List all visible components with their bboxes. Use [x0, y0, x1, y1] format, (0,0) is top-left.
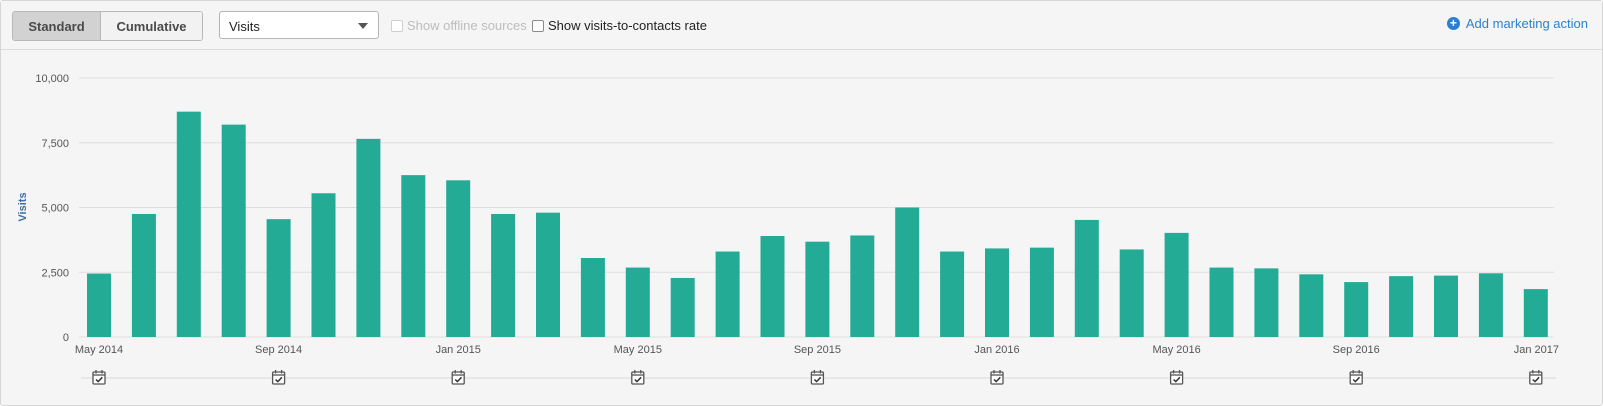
offline-checkbox-box[interactable]: [391, 19, 403, 32]
bar: [670, 277, 695, 337]
bar: [536, 212, 560, 337]
bar: [1389, 276, 1414, 337]
bar: [715, 251, 740, 337]
add-marketing-action-link[interactable]: + Add marketing action: [1446, 16, 1588, 31]
bar: [1029, 247, 1054, 337]
bar: [940, 251, 965, 337]
bar: [311, 193, 336, 337]
cumulative-toggle-button[interactable]: Cumulative: [101, 12, 202, 40]
bar: [221, 124, 246, 338]
bar: [1254, 268, 1279, 337]
calendar-check-icon[interactable]: [990, 370, 1004, 385]
x-tick-label: Sep 2016: [1333, 344, 1380, 356]
x-tick-label: May 2016: [1152, 344, 1200, 356]
metric-select-value: Visits: [229, 19, 260, 34]
bar: [401, 175, 426, 337]
bar: [131, 213, 156, 337]
x-tick-label: Jan 2017: [1514, 344, 1559, 356]
x-tick-label: Jan 2016: [974, 344, 1019, 356]
bar: [625, 267, 650, 337]
bar: [356, 138, 381, 337]
bar: [760, 235, 785, 337]
bar: [1344, 282, 1369, 337]
bar: [1209, 267, 1234, 337]
y-tick-label: 7,500: [41, 138, 69, 150]
plus-circle-icon: +: [1446, 17, 1460, 30]
bar: [1164, 232, 1189, 337]
calendar-check-icon[interactable]: [631, 370, 645, 385]
y-tick-label: 0: [63, 332, 69, 344]
chevron-down-icon: [358, 23, 368, 29]
bar: [1119, 249, 1144, 337]
calendar-check-icon[interactable]: [271, 370, 286, 385]
x-tick-label: May 2014: [75, 344, 123, 356]
standard-toggle-button[interactable]: Standard: [13, 12, 101, 40]
bar: [1523, 289, 1548, 337]
bar: [1299, 274, 1324, 337]
x-tick-label: May 2015: [614, 344, 662, 356]
calendar-check-icon[interactable]: [810, 370, 825, 385]
calendar-check-icon[interactable]: [1169, 370, 1184, 385]
bar: [850, 235, 875, 337]
bar: [580, 258, 605, 337]
bar: [1434, 275, 1458, 337]
x-tick-label: Sep 2014: [255, 344, 302, 356]
metric-select[interactable]: Visits: [219, 11, 379, 39]
bar: [985, 248, 1009, 337]
calendar-check-icon[interactable]: [1529, 370, 1543, 385]
rate-checkbox-label: Show visits-to-contacts rate: [548, 18, 707, 33]
y-axis-label: Visits: [17, 192, 29, 221]
bar: [805, 241, 830, 337]
calendar-check-icon[interactable]: [451, 370, 465, 385]
offline-checkbox-label: Show offline sources: [407, 18, 527, 33]
add-marketing-action-label: Add marketing action: [1465, 16, 1588, 31]
show-offline-sources-checkbox[interactable]: Show offline sources: [391, 18, 527, 33]
bar: [87, 273, 111, 337]
bar: [1478, 273, 1503, 337]
bar: [446, 180, 471, 337]
bar: [176, 111, 201, 337]
bar: [895, 207, 920, 337]
bar: [266, 219, 291, 337]
calendar-check-icon[interactable]: [1349, 370, 1363, 385]
show-rate-checkbox[interactable]: Show visits-to-contacts rate: [532, 18, 707, 33]
y-tick-label: 10,000: [35, 73, 69, 85]
bar: [491, 213, 516, 337]
bar: [1074, 219, 1099, 337]
y-tick-label: 5,000: [41, 203, 69, 215]
chart-toolbar: Standard Cumulative Visits Show offline …: [1, 1, 1602, 50]
x-tick-label: Jan 2015: [436, 344, 481, 356]
rate-checkbox-box[interactable]: [532, 19, 544, 32]
calendar-check-icon[interactable]: [92, 370, 106, 385]
view-toggle: Standard Cumulative: [12, 11, 203, 41]
y-tick-label: 2,500: [41, 267, 69, 279]
x-tick-label: Sep 2015: [794, 344, 841, 356]
